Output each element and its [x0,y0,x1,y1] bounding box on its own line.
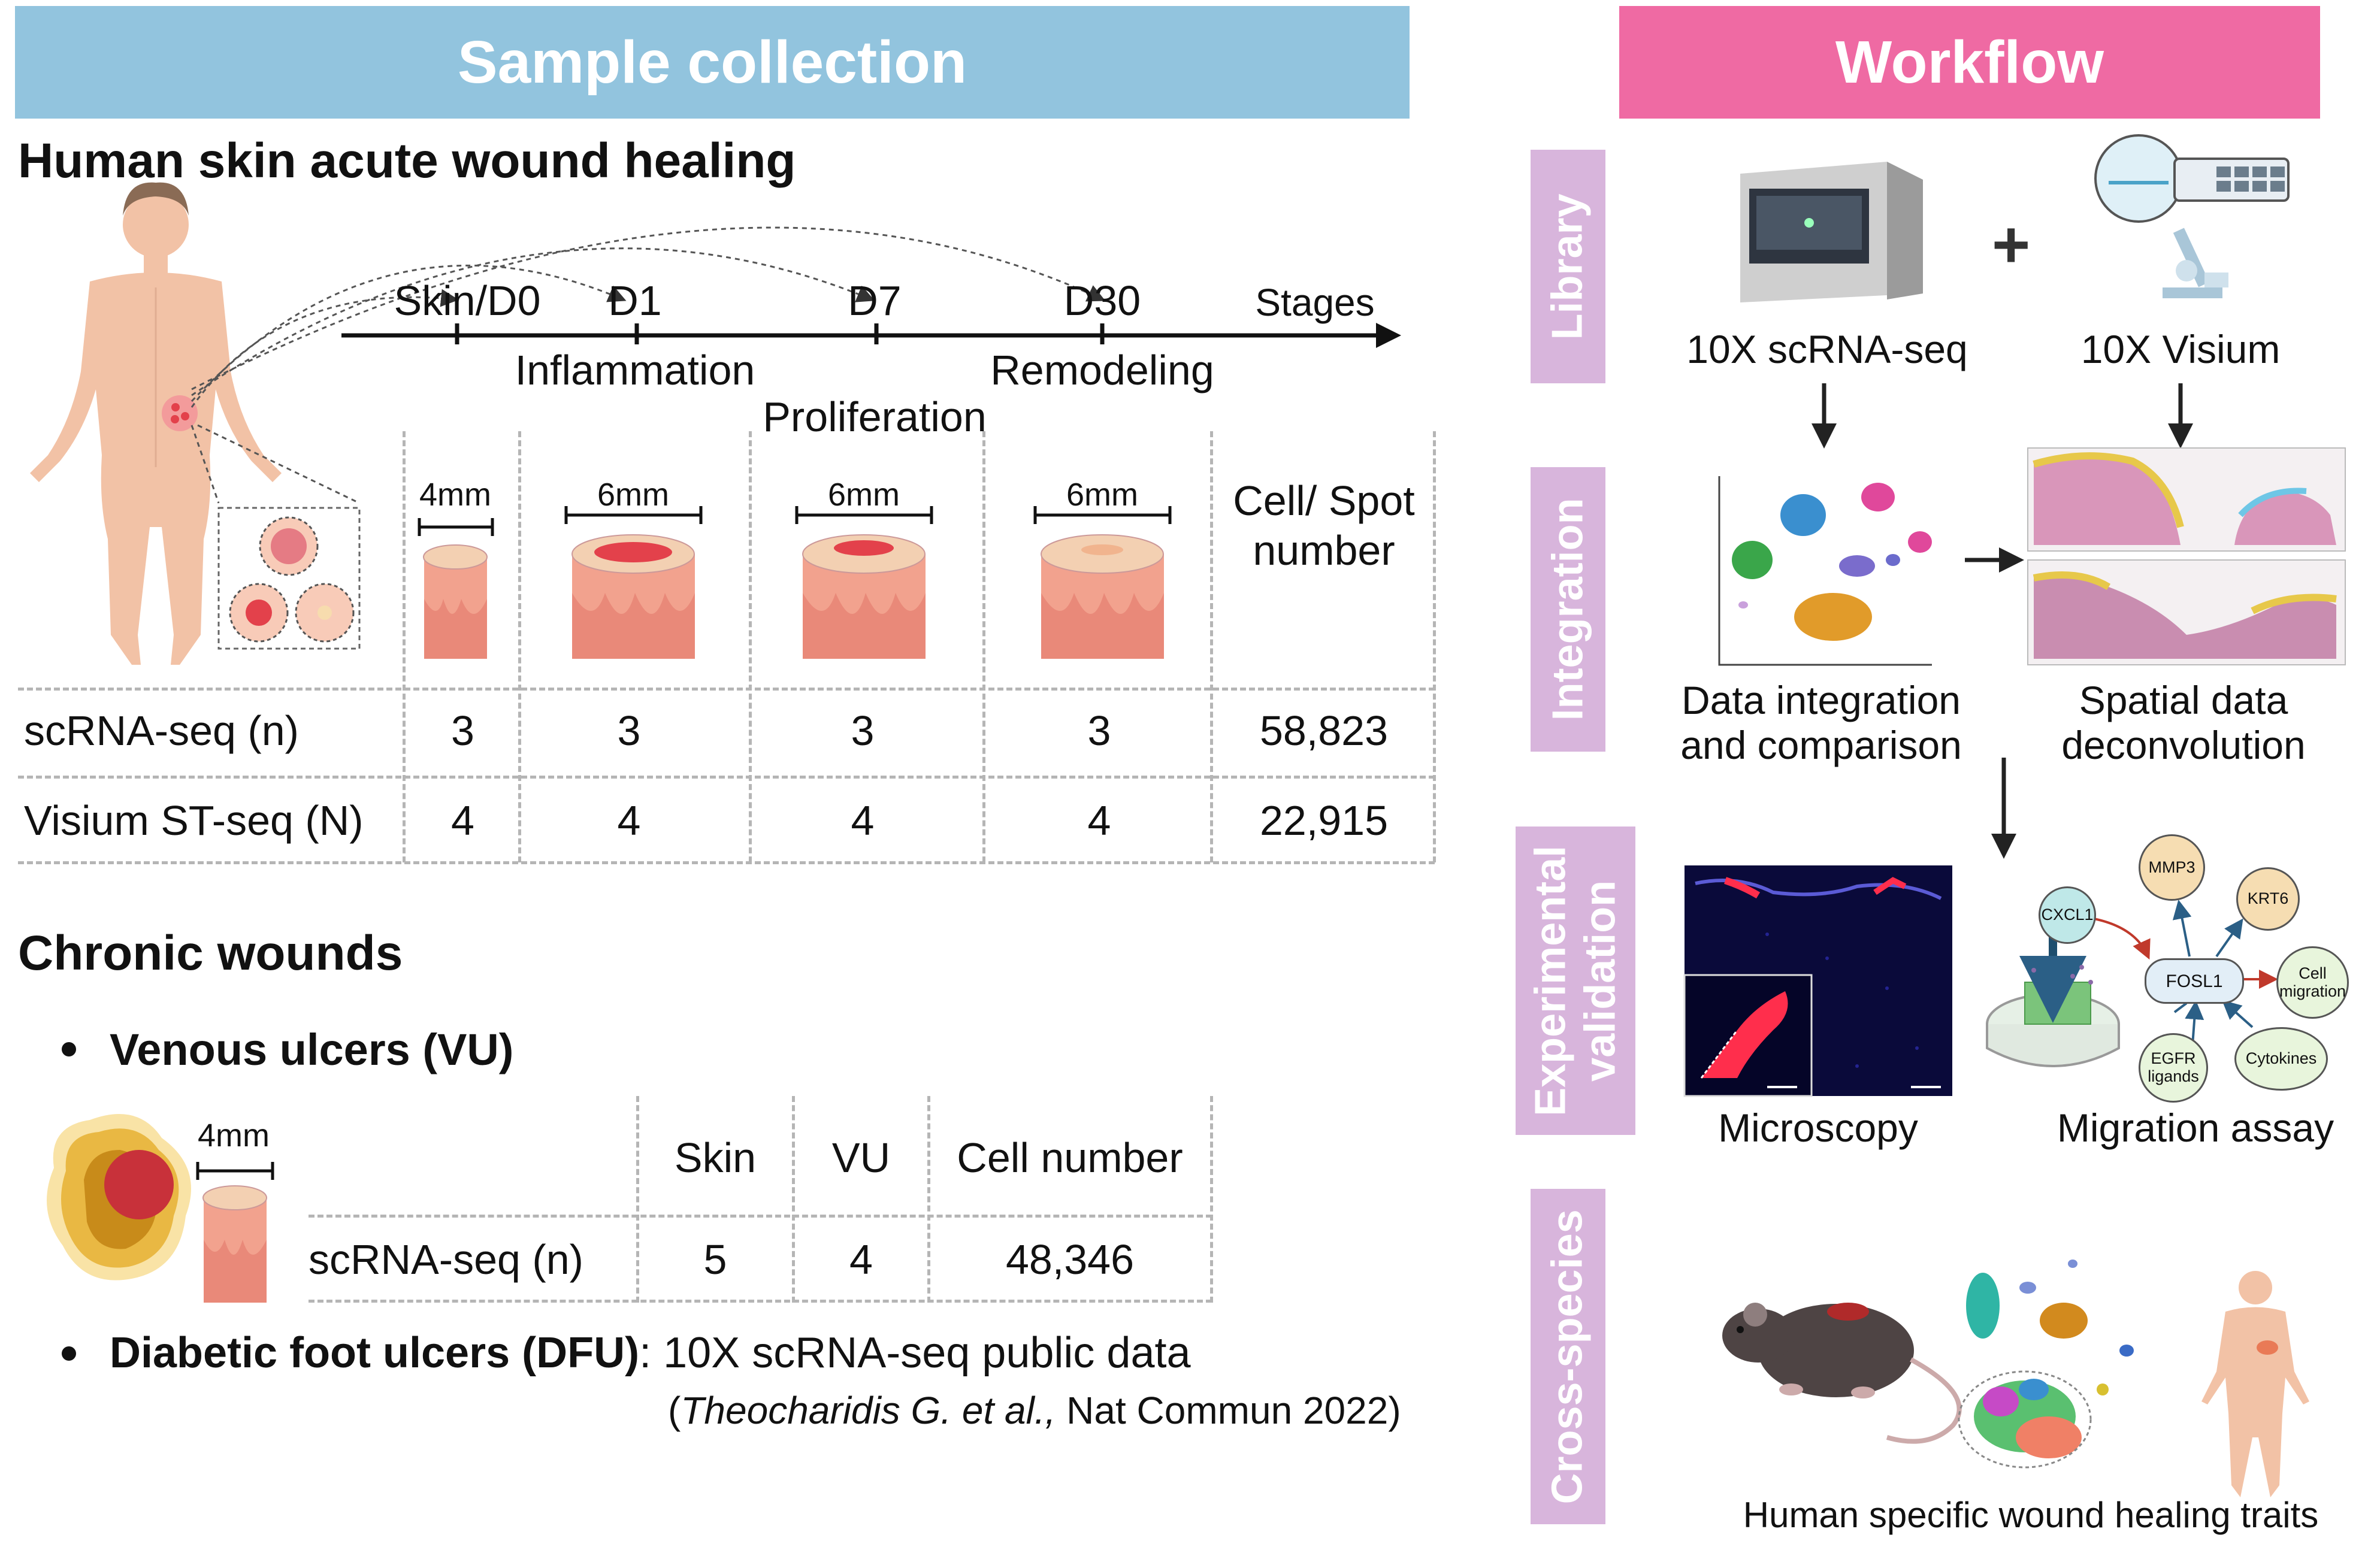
dfu-citation: (Theocharidis G. et al., Nat Commun 2022… [668,1388,1401,1433]
biopsy-wounds-icon [229,516,355,643]
vu-header-cell-number: Cell number [957,1134,1183,1181]
section-cross-species: Cross-species [1531,1189,1605,1524]
cell-total: 22,915 [1259,797,1389,844]
grid-v2 [518,431,521,862]
vu-biopsy-size: 4mm [198,1118,270,1154]
vu-row-label: scRNA-seq (n) [309,1236,583,1283]
grid-v3 [749,431,752,862]
bullet-dfu [62,1346,76,1361]
library-right-label: 10X Visium [2080,327,2281,371]
sample-collection-banner: Sample collection [15,6,1410,119]
grid-v4 [982,431,985,862]
phase-inflammation: Inflammation [515,347,755,393]
acute-wound-title: Human skin acute wound healing [18,134,796,188]
timeline-skin-d0: Skin/D0 [394,277,541,324]
gene-node-fosl1: FOSL1 [2145,958,2244,1004]
biopsy-4mm-icon [418,518,494,659]
workflow-banner: Workflow [1619,6,2320,119]
microscopy-label: Microscopy [1718,1106,1918,1150]
gene-node-cytokines: Cytokines [2234,1027,2328,1091]
cell-value: 3 [1087,707,1111,754]
section-library: Library [1531,150,1605,383]
timeline-ticks [455,323,1105,344]
timeline-d1: D1 [608,277,662,324]
biopsy-d7-icon [795,506,933,659]
dfu-bold-text: Diabetic foot ulcers (DFU) [110,1329,640,1377]
sample-collection-title: Sample collection [457,28,967,96]
vu-header-vu: VU [831,1134,891,1181]
dfu-description: : 10X scRNA-seq public data [639,1329,1191,1377]
vu-cell-total: 48,346 [1005,1236,1135,1283]
vu-cell-vu: 4 [849,1236,873,1283]
row-label: Visium ST-seq (N) [24,797,364,844]
cell-value: 4 [1087,797,1111,844]
vu-grid-v2 [792,1096,795,1303]
vu-grid-v1 [636,1096,639,1303]
vu-grid-v3 [927,1096,930,1303]
cross-species-caption: Human specific wound healing traits [1743,1495,2319,1535]
section-integration-label: Integration [1544,498,1592,721]
vu-grid-h1 [309,1215,1212,1218]
grid-v6 [1433,431,1436,862]
phase-proliferation: Proliferation [763,393,987,440]
workflow-title: Workflow [1835,28,2104,96]
biopsy-d30-icon [1033,506,1172,659]
gene-node-krt6: KRT6 [2236,867,2300,931]
section-library-label: Library [1544,193,1592,340]
chronic-wounds-title: Chronic wounds [18,926,403,980]
grid-h1 [18,688,1435,691]
gene-node-cell-migration: Cell migration [2276,946,2349,1019]
vu-grid-h2 [309,1300,1212,1303]
grid-v5 [1210,431,1213,862]
gene-node-mmp3: MMP3 [2139,834,2205,901]
gene-node-egfr-ligands: EGFR ligands [2139,1033,2208,1103]
row-label: scRNA-seq (n) [24,707,299,754]
library-left-label: 10X scRNA-seq [1686,327,1968,371]
timeline-axis-label: Stages [1255,281,1375,324]
cell-value: 3 [617,707,641,754]
integration-left-label: Data integration and comparison [1680,678,1962,768]
cell-value: 3 [451,707,474,754]
sampling-arrows [190,226,1106,504]
citation-authors: Theocharidis G. et al., [681,1389,1056,1432]
grid-h2 [18,776,1435,779]
migration-assay-label: Migration assay [2057,1106,2334,1150]
citation-journal: Nat Commun 2022) [1056,1389,1401,1432]
section-validation-label: Experimental validation [1526,845,1624,1116]
cell-value: 4 [451,797,474,844]
vu-cell-skin: 5 [703,1236,727,1283]
vu-header-skin: Skin [674,1134,757,1181]
venous-ulcer-icon [47,1114,274,1303]
cell-value: 4 [851,797,875,844]
size-skin: 4mm [419,477,491,513]
section-cross-species-label: Cross-species [1544,1209,1592,1504]
plus-sign: + [1992,208,2031,281]
timeline-d30: D30 [1063,277,1141,324]
vu-bullet-text: Venous ulcers (VU) [110,1025,514,1074]
phase-remodeling: Remodeling [990,347,1214,393]
dfu-line: Diabetic foot ulcers (DFU): 10X scRNA-se… [110,1328,1191,1378]
cell-spot-number-header: Cell/ Spot number [1233,477,1415,574]
size-d7: 6mm [828,477,900,513]
integration-right-label: Spatial data deconvolution [2061,678,2306,768]
gene-node-cxcl1: CXCL1 [2039,886,2096,944]
section-validation: Experimental validation [1516,827,1635,1135]
grid-h3 [18,861,1435,864]
vu-grid-v4 [1210,1096,1213,1303]
size-d1: 6mm [597,477,669,513]
timeline-d7: D7 [848,277,902,324]
grid-v1 [403,431,406,862]
cell-value: 4 [617,797,641,844]
citation-open: ( [668,1389,681,1432]
size-d30: 6mm [1066,477,1138,513]
cell-total: 58,823 [1259,707,1389,754]
cell-value: 3 [851,707,875,754]
biopsy-d1-icon [564,506,703,659]
section-integration: Integration [1531,467,1605,752]
back-wound-sites-icon [162,395,198,431]
human-body-icon [30,182,282,665]
bullet-vu [62,1042,76,1056]
